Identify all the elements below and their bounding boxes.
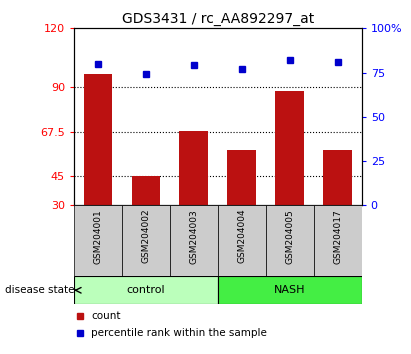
Text: GSM204004: GSM204004 (237, 209, 246, 263)
Bar (323, 150, 352, 205)
Bar (275, 91, 304, 205)
Text: GSM204005: GSM204005 (285, 209, 294, 264)
Bar (74, 205, 122, 276)
Bar (122, 205, 170, 276)
Bar (266, 205, 314, 276)
Text: disease state: disease state (5, 285, 75, 295)
Text: GSM204003: GSM204003 (189, 209, 199, 264)
Bar (218, 205, 266, 276)
Bar (74, 276, 218, 304)
Bar (83, 74, 112, 205)
Text: GSM204001: GSM204001 (93, 209, 102, 264)
Bar (170, 205, 218, 276)
Bar (314, 205, 362, 276)
Text: control: control (127, 285, 165, 295)
Text: percentile rank within the sample: percentile rank within the sample (91, 329, 267, 338)
Text: GSM204002: GSM204002 (141, 209, 150, 263)
Bar (132, 176, 160, 205)
Bar (227, 150, 256, 205)
Bar (218, 276, 362, 304)
Text: NASH: NASH (274, 285, 305, 295)
Bar (180, 131, 208, 205)
Text: GSM204017: GSM204017 (333, 209, 342, 264)
Text: count: count (91, 311, 121, 321)
Title: GDS3431 / rc_AA892297_at: GDS3431 / rc_AA892297_at (122, 12, 314, 26)
